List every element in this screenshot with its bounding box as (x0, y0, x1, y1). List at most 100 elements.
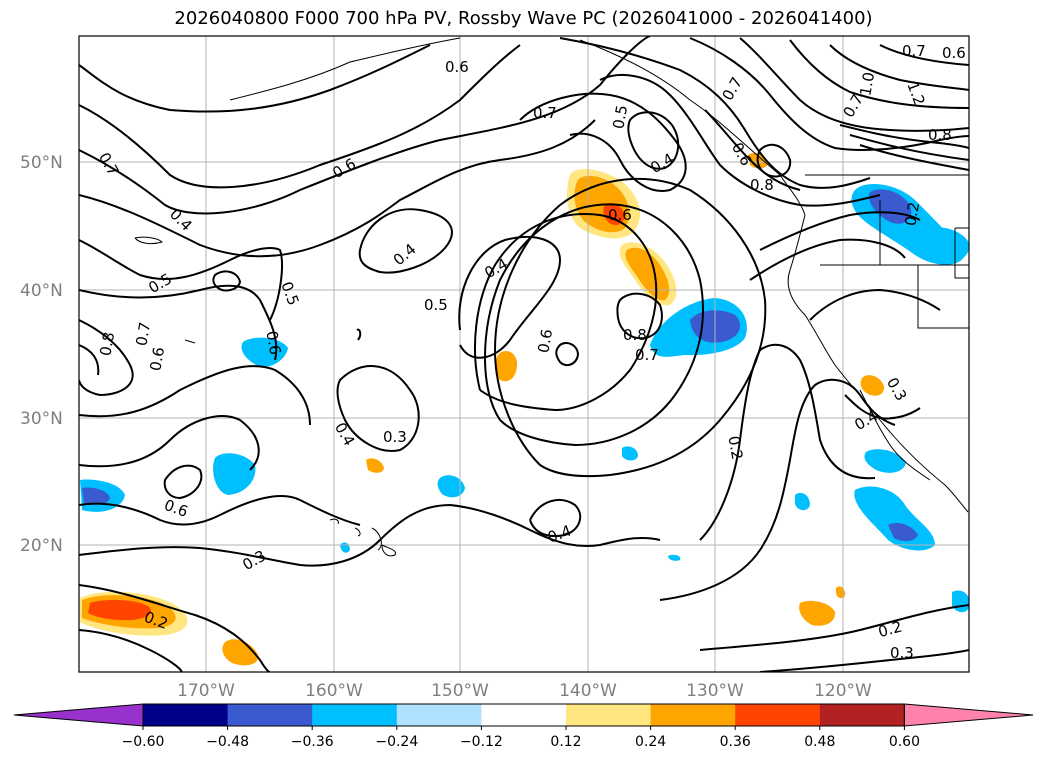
coastlines (134, 37, 969, 557)
latitude-label: 50°N (20, 153, 63, 173)
contour-label: 0.2 (724, 434, 746, 461)
colorbar-bin (481, 704, 567, 726)
map-frame (78, 35, 970, 673)
colorbar-extend-high (903, 703, 1034, 727)
contour-label: 0.2 (901, 201, 923, 228)
shade-neg-11 (952, 590, 969, 613)
shade-pos-6 (799, 600, 836, 626)
shade-pos-4c (88, 599, 152, 621)
colorbar-bin (819, 704, 905, 726)
contour-label: 0.4 (331, 419, 359, 449)
pv-contours (79, 36, 969, 672)
colorbar-tick-label: −0.48 (206, 734, 249, 750)
contour-label: 0.3 (383, 428, 407, 446)
colorbar: −0.60 −0.48 −0.36 −0.24 −0.12 0.12 0.24 0.36 0.4… (13, 703, 1034, 750)
shade-pos-5 (222, 639, 259, 666)
colorbar-frame (142, 703, 905, 727)
shade-neg-10 (795, 492, 810, 511)
shade-neg-6b (888, 523, 918, 542)
contour-label: 0.8 (96, 331, 118, 358)
colorbar-tick-label: 0.60 (889, 734, 920, 750)
colorbar-bin (143, 704, 229, 726)
colorbar-tick-label: 0.36 (720, 734, 751, 750)
contour-label: 0.4 (390, 240, 420, 269)
contour-label: 0.7 (902, 42, 926, 60)
contour-label: 0.8 (750, 176, 774, 194)
contour-label: 0.3 (883, 374, 911, 404)
contour-label: 0.6 (162, 496, 191, 521)
anomaly-shading (80, 152, 969, 666)
colorbar-tick-label: 0.48 (804, 734, 835, 750)
colorbar-bin (312, 704, 398, 726)
colorbar-tick-label: −0.60 (122, 734, 165, 750)
contour-label: 0.5 (145, 270, 175, 298)
shade-neg-9 (622, 446, 638, 461)
shade-pos-2b (625, 247, 670, 301)
longitude-label: 130°W (686, 681, 744, 701)
contour-label: 0.5 (277, 279, 302, 308)
gridlines (79, 36, 969, 672)
colorbar-bin (650, 704, 736, 726)
latitude-label: 30°N (20, 409, 63, 429)
latitude-label: 20°N (20, 536, 63, 556)
contour-label: 0.6 (445, 58, 469, 76)
contour-label: 0.6 (942, 44, 966, 62)
colorbar-tick-label: 0.24 (635, 734, 666, 750)
contour-label: 0.4 (647, 150, 677, 178)
contour-label: 0.6 (608, 206, 632, 224)
contour-label: 0.2 (876, 618, 904, 642)
shade-neg-12 (928, 227, 969, 262)
longitude-label: 170°W (177, 681, 235, 701)
contour-label: 0.7 (635, 346, 659, 364)
colorbar-tick-label: −0.24 (375, 734, 418, 750)
longitude-label: 140°W (559, 681, 617, 701)
longitude-label: 150°W (431, 681, 489, 701)
contour-label: 0.5 (609, 104, 631, 131)
contour-label: 0.4 (481, 255, 511, 283)
shade-neg-8 (437, 475, 465, 498)
shade-neg-4b (82, 487, 110, 505)
contour-label: 0.4 (851, 407, 881, 435)
contour-label: 0.6 (534, 328, 556, 355)
contour-labels: 0.6 0.7 0.5 0.7 0.7 0.6 1.0 0.7 1.2 0.8 … (95, 42, 966, 662)
map-title: 2026040800 F000 700 hPa PV, Rossby Wave … (174, 8, 873, 29)
shade-neg-7 (864, 449, 906, 473)
shade-pos-3 (494, 350, 518, 382)
longitude-label: 160°W (305, 681, 363, 701)
longitude-axis: 170°W 160°W 150°W 140°W 130°W 120°W (177, 681, 872, 701)
contour-label: 0.5 (424, 296, 448, 314)
contour-label: 0.7 (533, 104, 557, 122)
shade-neg-3 (213, 453, 256, 495)
shade-neg-6 (854, 486, 935, 551)
contour-label: 0.7 (719, 74, 747, 104)
shade-neg-13 (340, 542, 350, 553)
longitude-label: 120°W (814, 681, 872, 701)
shade-neg-2b (869, 189, 912, 224)
colorbar-extend-low (13, 703, 144, 727)
shade-neg-14 (668, 554, 681, 561)
contour-label: 0.6 (262, 329, 284, 356)
shade-pos-7 (860, 375, 885, 396)
colorbar-bin (396, 704, 482, 726)
contour-label: 0.8 (623, 326, 647, 344)
shade-pos-1c (603, 203, 625, 226)
latitude-label: 40°N (20, 281, 63, 301)
contour-label: 0.8 (928, 126, 952, 144)
latitude-axis: 50°N 40°N 30°N 20°N (20, 153, 63, 556)
contour-label: 0.3 (239, 547, 269, 575)
colorbar-bin (735, 704, 821, 726)
colorbar-tick-label: −0.36 (291, 734, 334, 750)
colorbar-tick-label: 0.12 (550, 734, 581, 750)
colorbar-bin (227, 704, 313, 726)
contour-label: 0.7 (132, 321, 154, 348)
colorbar-tick-label: −0.12 (460, 734, 503, 750)
contour-label: 0.4 (545, 522, 574, 547)
contour-label: 1.0 (856, 71, 878, 98)
shade-pos-10 (836, 586, 846, 599)
contour-label: 0.7 (95, 149, 123, 179)
colorbar-bin (566, 704, 652, 726)
shade-pos-8 (366, 458, 384, 473)
contour-label: 0.3 (890, 644, 914, 662)
contour-label: 0.6 (146, 346, 168, 373)
